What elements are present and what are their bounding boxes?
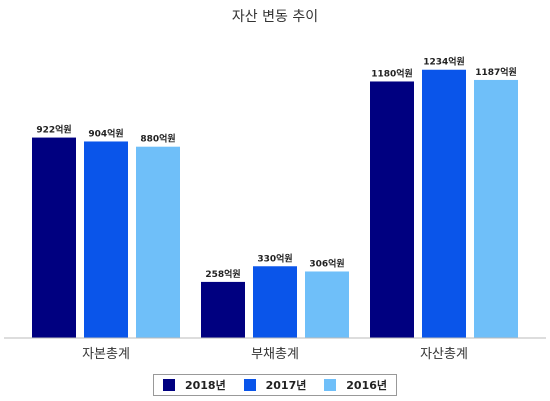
legend-label: 2018년 [184, 379, 226, 392]
bar-2017-2 [422, 69, 466, 338]
bar-2017-0 [84, 141, 128, 338]
category-labels-group: 자본총계 부채총계 자산총계 [82, 347, 468, 362]
legend-label: 2016년 [346, 379, 388, 392]
bar-2018-2 [370, 81, 414, 338]
value-label-2016-2: 1187억원 [475, 66, 517, 78]
category-label-2: 자산총계 [420, 347, 468, 362]
legend-swatch [324, 379, 337, 391]
value-label-2018-0: 922억원 [36, 124, 71, 136]
value-label-2018-2: 1180억원 [371, 67, 413, 79]
legend-item-2016: 2016년 [324, 377, 387, 393]
value-label-2017-1: 330억원 [257, 252, 292, 264]
value-labels-group: 922억원 904억원 880억원 258억원 330억원 306억원 1180억원 1234… [36, 56, 516, 280]
legend-swatch [243, 379, 256, 391]
category-label-0: 자본총계 [82, 347, 130, 362]
legend-item-2018: 2018년 [162, 377, 226, 393]
bar-2017-1 [253, 266, 297, 338]
bar-2018-0 [32, 137, 76, 338]
value-label-2018-1: 258억원 [205, 268, 240, 280]
value-label-2016-1: 306억원 [309, 257, 344, 269]
value-label-2017-2: 1234억원 [423, 56, 465, 68]
legend-label: 2017년 [265, 379, 307, 392]
legend-item-2017: 2017년 [243, 377, 307, 393]
chart-title: 자산 변동 추이 [231, 9, 319, 25]
bar-2016-2 [474, 79, 518, 339]
category-label-1: 부채총계 [251, 347, 299, 362]
value-label-2017-0: 904억원 [88, 127, 123, 139]
bar-2016-0 [136, 146, 180, 338]
legend-swatch [162, 379, 175, 391]
legend: 2018년 2017년 2016년 [153, 374, 397, 396]
bar-2018-1 [201, 281, 245, 338]
bars-group [32, 69, 518, 339]
value-label-2016-0: 880억원 [140, 133, 175, 145]
bar-2016-1 [305, 271, 349, 338]
